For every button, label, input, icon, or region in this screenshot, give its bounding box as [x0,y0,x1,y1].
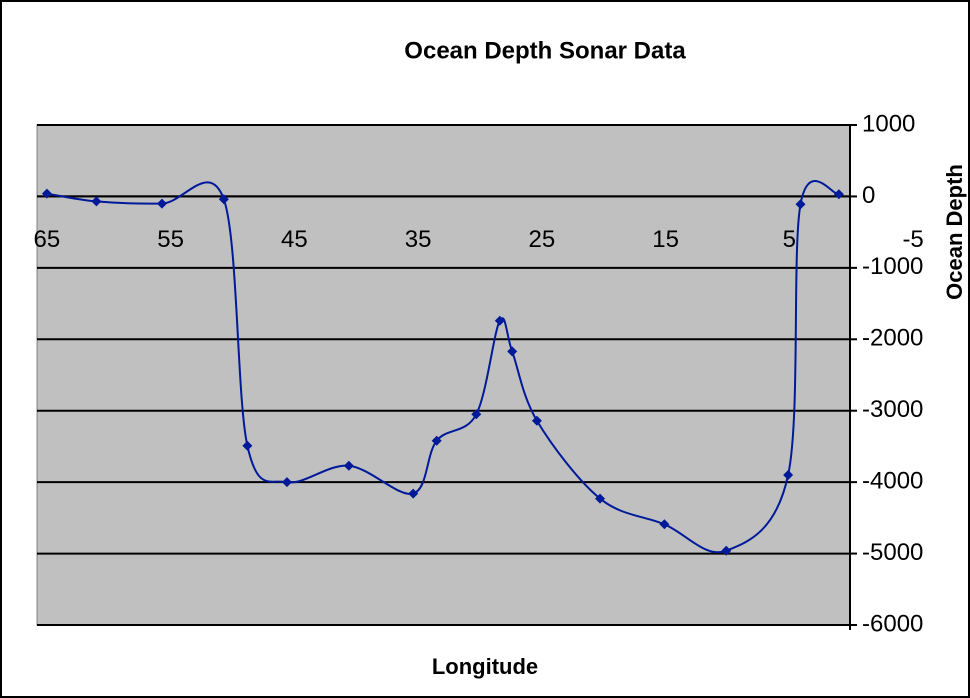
data-marker [343,460,354,471]
data-marker [281,477,292,488]
data-marker [408,488,419,499]
x-tick-label: 65 [34,226,61,253]
data-marker [595,493,606,504]
y-tick-label: -5000 [862,539,923,566]
y-tick-label: -6000 [862,610,923,637]
data-marker [431,435,442,446]
y-axis-title: Ocean Depth [942,164,967,300]
data-marker [218,194,229,205]
x-tick-label: 15 [652,226,679,253]
data-marker [659,519,670,530]
x-tick-label: 5 [783,226,796,253]
data-marker [507,346,518,357]
data-marker [721,545,732,556]
x-tick-label: -5 [902,226,923,253]
data-marker [242,440,253,451]
y-tick-label: -1000 [862,253,923,280]
data-marker [783,470,794,480]
x-tick-label: 25 [529,226,556,253]
chart-title: Ocean Depth Sonar Data [404,37,686,64]
y-tick-label: 1000 [862,110,915,137]
data-marker [531,415,542,426]
series-line [46,180,840,554]
x-axis-title: Longitude [432,654,538,679]
data-marker [156,198,167,209]
data-marker [41,188,52,199]
x-tick-label: 55 [157,226,184,253]
y-tick-label: 0 [862,182,875,209]
x-tick-label: 45 [281,226,308,253]
data-marker [795,199,806,210]
data-marker [833,189,844,200]
data-marker [494,315,505,326]
data-marker [91,196,102,207]
data-marker [471,409,482,420]
y-tick-label: -4000 [862,467,923,494]
y-tick-label: -2000 [862,325,923,352]
x-tick-label: 35 [405,226,432,253]
plot-area [36,124,851,626]
y-tick-label: -3000 [862,396,923,423]
